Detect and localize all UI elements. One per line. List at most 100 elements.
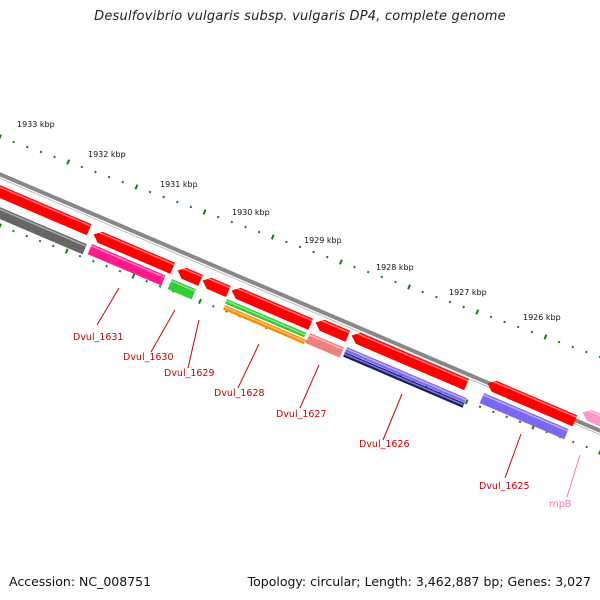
cds-block-shine	[90, 245, 166, 278]
gene-block-body	[93, 231, 176, 274]
ruler-tick	[462, 305, 465, 309]
ruler-tick	[503, 320, 506, 324]
ruler-tick	[107, 175, 111, 179]
ruler-tick	[421, 290, 425, 294]
ruler-tick	[380, 275, 384, 279]
gene-block	[315, 318, 351, 342]
ruler-label: 1932 kbp	[88, 150, 126, 159]
cds-block	[225, 299, 307, 338]
ruler-tick	[270, 234, 275, 240]
label-leader	[96, 287, 120, 326]
ruler-tick	[162, 195, 165, 199]
ruler-label: 1926 kbp	[523, 313, 561, 322]
inner-tick	[92, 259, 95, 263]
gene-label: Dvul_1625	[479, 481, 530, 492]
gene-block	[202, 276, 231, 298]
ruler-label: 1927 kbp	[449, 288, 487, 297]
ruler-tick	[557, 340, 561, 344]
ruler-tick	[121, 180, 125, 184]
ruler-label: 1931 kbp	[160, 180, 198, 189]
label-leader	[504, 433, 522, 479]
ruler-tick	[12, 140, 15, 144]
inner-tick	[212, 305, 215, 308]
ruler-tick	[175, 200, 179, 204]
cds-block-body	[87, 244, 166, 286]
gene-block	[93, 230, 176, 274]
gene-label: Dvul_1629	[164, 368, 215, 379]
ruler-tick	[148, 190, 152, 194]
cds-block-shine	[308, 334, 344, 351]
gene-block-shine	[203, 276, 231, 289]
map-title: Desulfovibrio vulgaris subsp. vulgaris D…	[94, 9, 506, 24]
ruler-tick	[407, 284, 411, 290]
label-leader	[150, 309, 176, 353]
gene-label: Dvul_1630	[123, 352, 174, 363]
cds-block	[167, 279, 196, 300]
ruler-tick	[475, 309, 480, 315]
cds-block	[223, 305, 306, 345]
ruler-tick	[571, 345, 575, 349]
cds-block	[343, 352, 465, 408]
inner-tick	[145, 279, 148, 283]
gene-block-shine	[178, 266, 203, 278]
label-leader	[299, 364, 320, 409]
ruler-tick	[244, 225, 247, 229]
cds-block	[479, 393, 569, 440]
cds-block-body	[223, 305, 306, 345]
cds-block-shine	[223, 306, 306, 343]
ruler-tick	[216, 215, 220, 219]
gene-label: rnpB	[549, 499, 571, 510]
inner-tick	[518, 420, 522, 424]
gene-block-shine	[0, 186, 92, 227]
inner-tick	[585, 445, 588, 449]
ruler-tick	[0, 134, 2, 140]
inner-tick	[478, 405, 482, 409]
ruler-tick	[435, 295, 438, 299]
ruler-tick	[366, 270, 370, 274]
gene-block-shine	[488, 379, 577, 418]
ruler-tick	[285, 240, 288, 244]
inner-tick	[12, 229, 15, 233]
inner-tick	[158, 284, 162, 288]
ruler-tick	[66, 159, 71, 165]
ruler-tick	[189, 205, 193, 209]
gene-block-shine	[232, 286, 313, 322]
gene-block-shine	[94, 230, 175, 266]
inner-tick	[78, 254, 82, 258]
cds-block-body	[167, 279, 196, 300]
inner-tick	[464, 399, 469, 405]
ruler-tick	[202, 209, 207, 215]
inner-tick	[25, 234, 28, 238]
rna-block-shine	[583, 408, 600, 417]
inner-tick	[118, 269, 122, 273]
gene-block-body	[177, 267, 203, 286]
ruler-tick	[53, 155, 56, 159]
gene-block-body	[231, 287, 314, 330]
rna-block	[582, 408, 600, 427]
cds-block-shine	[343, 353, 465, 406]
ruler-tick	[257, 230, 261, 234]
gene-block-body	[315, 319, 351, 342]
ruler-tick	[94, 170, 97, 174]
gene-label: Dvul_1628	[214, 388, 265, 399]
cds-block	[87, 244, 166, 286]
label-leader	[382, 393, 403, 441]
ruler-tick	[339, 259, 343, 265]
cds-block-shine	[170, 280, 196, 292]
ruler-tick	[25, 145, 29, 149]
inner-tick	[572, 440, 575, 444]
inner-tick	[105, 264, 108, 268]
ruler-tick	[134, 184, 139, 190]
ruler-tick	[530, 330, 534, 334]
gene-label: Dvul_1631	[73, 332, 124, 343]
gene-block	[351, 331, 469, 391]
cds-block-shine	[345, 348, 467, 401]
cds-block-shine	[0, 208, 87, 247]
ruler-label: 1930 kbp	[232, 208, 270, 217]
inner-tick	[52, 244, 55, 248]
gene-block-body	[487, 380, 578, 427]
ruler-label: 1933 kbp	[17, 120, 55, 129]
ruler-tick	[312, 250, 315, 254]
ruler-tick	[394, 280, 397, 284]
